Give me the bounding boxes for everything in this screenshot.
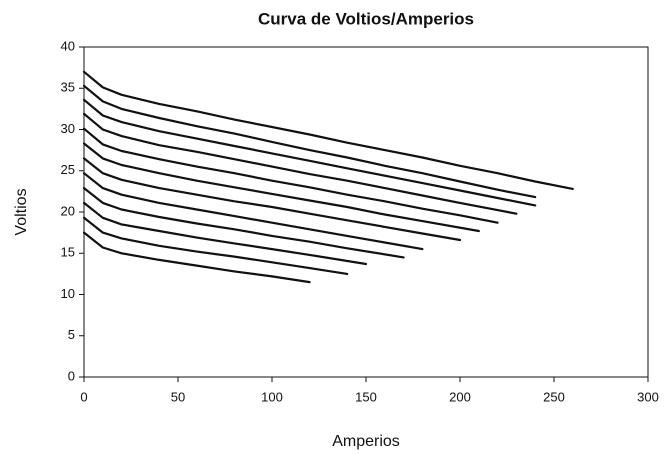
curve xyxy=(82,187,405,259)
curve xyxy=(82,201,368,266)
x-tick-label: 200 xyxy=(449,389,471,404)
y-tick-label: 15 xyxy=(61,245,75,260)
x-tick-label: 50 xyxy=(171,389,185,404)
x-tick-label: 150 xyxy=(355,389,377,404)
curve xyxy=(82,112,518,215)
x-axis-label: Amperios xyxy=(332,433,400,450)
y-tick-label: 0 xyxy=(68,368,75,383)
curve xyxy=(82,70,574,190)
y-tick-label: 5 xyxy=(68,327,75,342)
curve xyxy=(82,172,424,251)
curve xyxy=(82,216,349,275)
curve xyxy=(82,98,537,207)
y-tick-label: 20 xyxy=(61,203,75,218)
curve xyxy=(82,127,499,224)
y-tick-label: 10 xyxy=(61,286,75,301)
plot-frame xyxy=(83,46,649,378)
curve xyxy=(82,157,462,242)
y-tick-label: 30 xyxy=(61,121,75,136)
x-tick-label: 300 xyxy=(637,389,659,404)
y-tick-label: 40 xyxy=(61,38,75,53)
curve xyxy=(82,142,480,233)
chart-title: Curva de Voltios/Amperios xyxy=(258,9,474,28)
y-axis-label: Voltios xyxy=(13,188,30,235)
x-tick-label: 100 xyxy=(261,389,283,404)
curve xyxy=(82,231,311,284)
curve xyxy=(82,84,537,199)
y-tick-label: 35 xyxy=(61,80,75,95)
y-tick-label: 25 xyxy=(61,162,75,177)
x-tick-label: 0 xyxy=(80,389,87,404)
x-tick-label: 250 xyxy=(543,389,565,404)
